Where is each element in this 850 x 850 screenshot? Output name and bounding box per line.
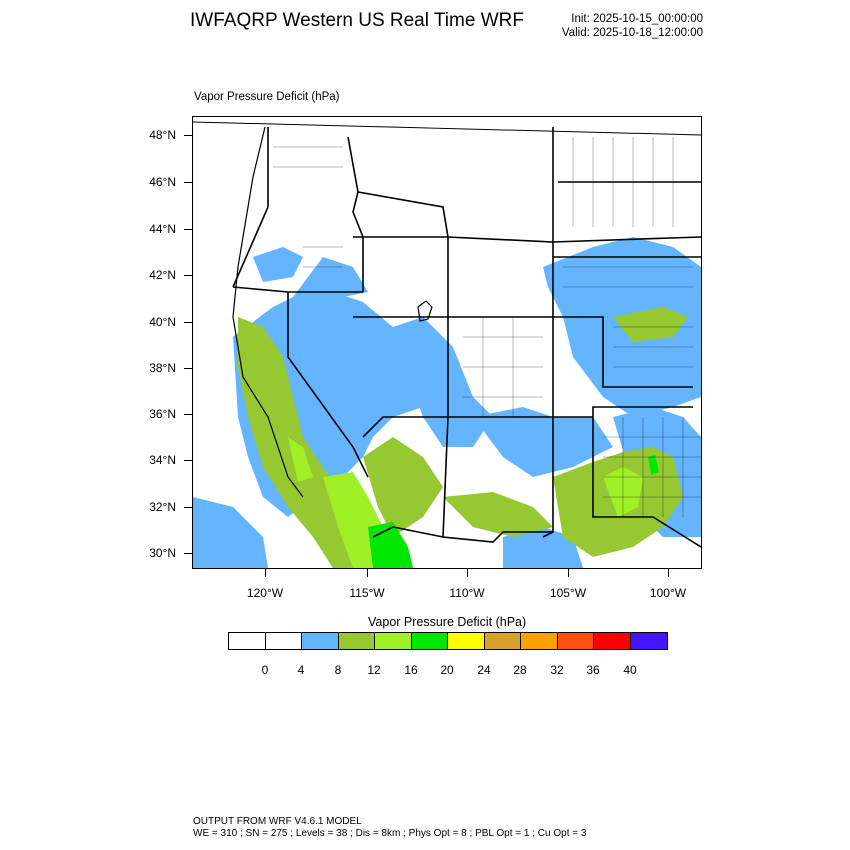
legend-tick-label: 36 [586,663,600,677]
field-label: Vapor Pressure Deficit (hPa) [194,91,340,103]
legend-tick-label: 12 [367,663,381,677]
lat-tick [184,229,192,230]
lon-tick [367,569,368,577]
page-title: IWFAQRP Western US Real Time WRF [190,10,524,31]
lon-label-120: 120°W [246,586,284,600]
lat-label-32: 32°N [149,500,176,514]
lat-label-48: 48°N [149,128,176,142]
legend-tick-label: 8 [334,663,342,677]
lat-tick [184,275,192,276]
lat-label-40: 40°N [149,315,176,329]
lon-label-115: 115°W [349,586,385,600]
legend-swatch [411,633,448,649]
legend-swatch [338,633,375,649]
lat-label-46: 46°N [149,175,176,189]
lon-label-100: 100°W [649,586,687,600]
lat-label-30: 30°N [149,546,176,560]
lon-tick [467,569,468,577]
legend-tick-label: 4 [297,663,305,677]
county-borders [273,137,701,517]
lat-tick [184,460,192,461]
lat-tick [184,507,192,508]
footer-model-line: OUTPUT FROM WRF V4.6.1 MODEL [193,816,362,827]
legend-swatch [265,633,302,649]
legend-tick-label: 28 [513,663,527,677]
legend-title: Vapor Pressure Deficit (hPa) [368,615,527,629]
coastline [232,126,433,498]
legend-swatch [484,633,521,649]
legend-swatch [630,633,667,649]
map-canvas [193,121,701,568]
lat-label-36: 36°N [149,407,176,421]
lat-tick [184,553,192,554]
legend-swatch [557,633,594,649]
lat-tick [184,135,192,136]
legend-swatch [448,633,485,649]
legend-tick-label: 40 [623,663,637,677]
footer-config-line: WE = 310 ; SN = 275 ; Levels = 38 ; Dis … [193,828,587,839]
init-time: Init: 2025-10-15_00:00:00 [571,13,703,25]
valid-time: Valid: 2025-10-18_12:00:00 [561,27,703,39]
legend-tick-label: 24 [477,663,491,677]
lat-tick [184,182,192,183]
legend-tick-label: 16 [404,663,418,677]
lon-tick [568,569,569,577]
lat-tick [184,414,192,415]
legend-swatch [375,633,412,649]
lon-label-110: 110°W [449,586,485,600]
legend-swatch [594,633,631,649]
legend-tick-label: 20 [440,663,454,677]
state-borders [193,121,701,548]
lat-label-38: 38°N [149,361,176,375]
legend-tick-label: 32 [550,663,564,677]
lon-tick [668,569,669,577]
lon-label-105: 105°W [549,586,587,600]
legend-swatch [521,633,558,649]
lat-label-34: 34°N [149,453,176,467]
lat-tick [184,368,192,369]
lat-label-42: 42°N [149,268,176,282]
lat-label-44: 44°N [149,222,176,236]
vpd-map [192,116,702,569]
legend-tick-label: 0 [261,663,269,677]
lat-tick [184,322,192,323]
lon-tick [265,569,266,577]
legend-swatch [229,633,266,649]
legend-swatch [302,633,339,649]
color-legend [228,632,668,650]
